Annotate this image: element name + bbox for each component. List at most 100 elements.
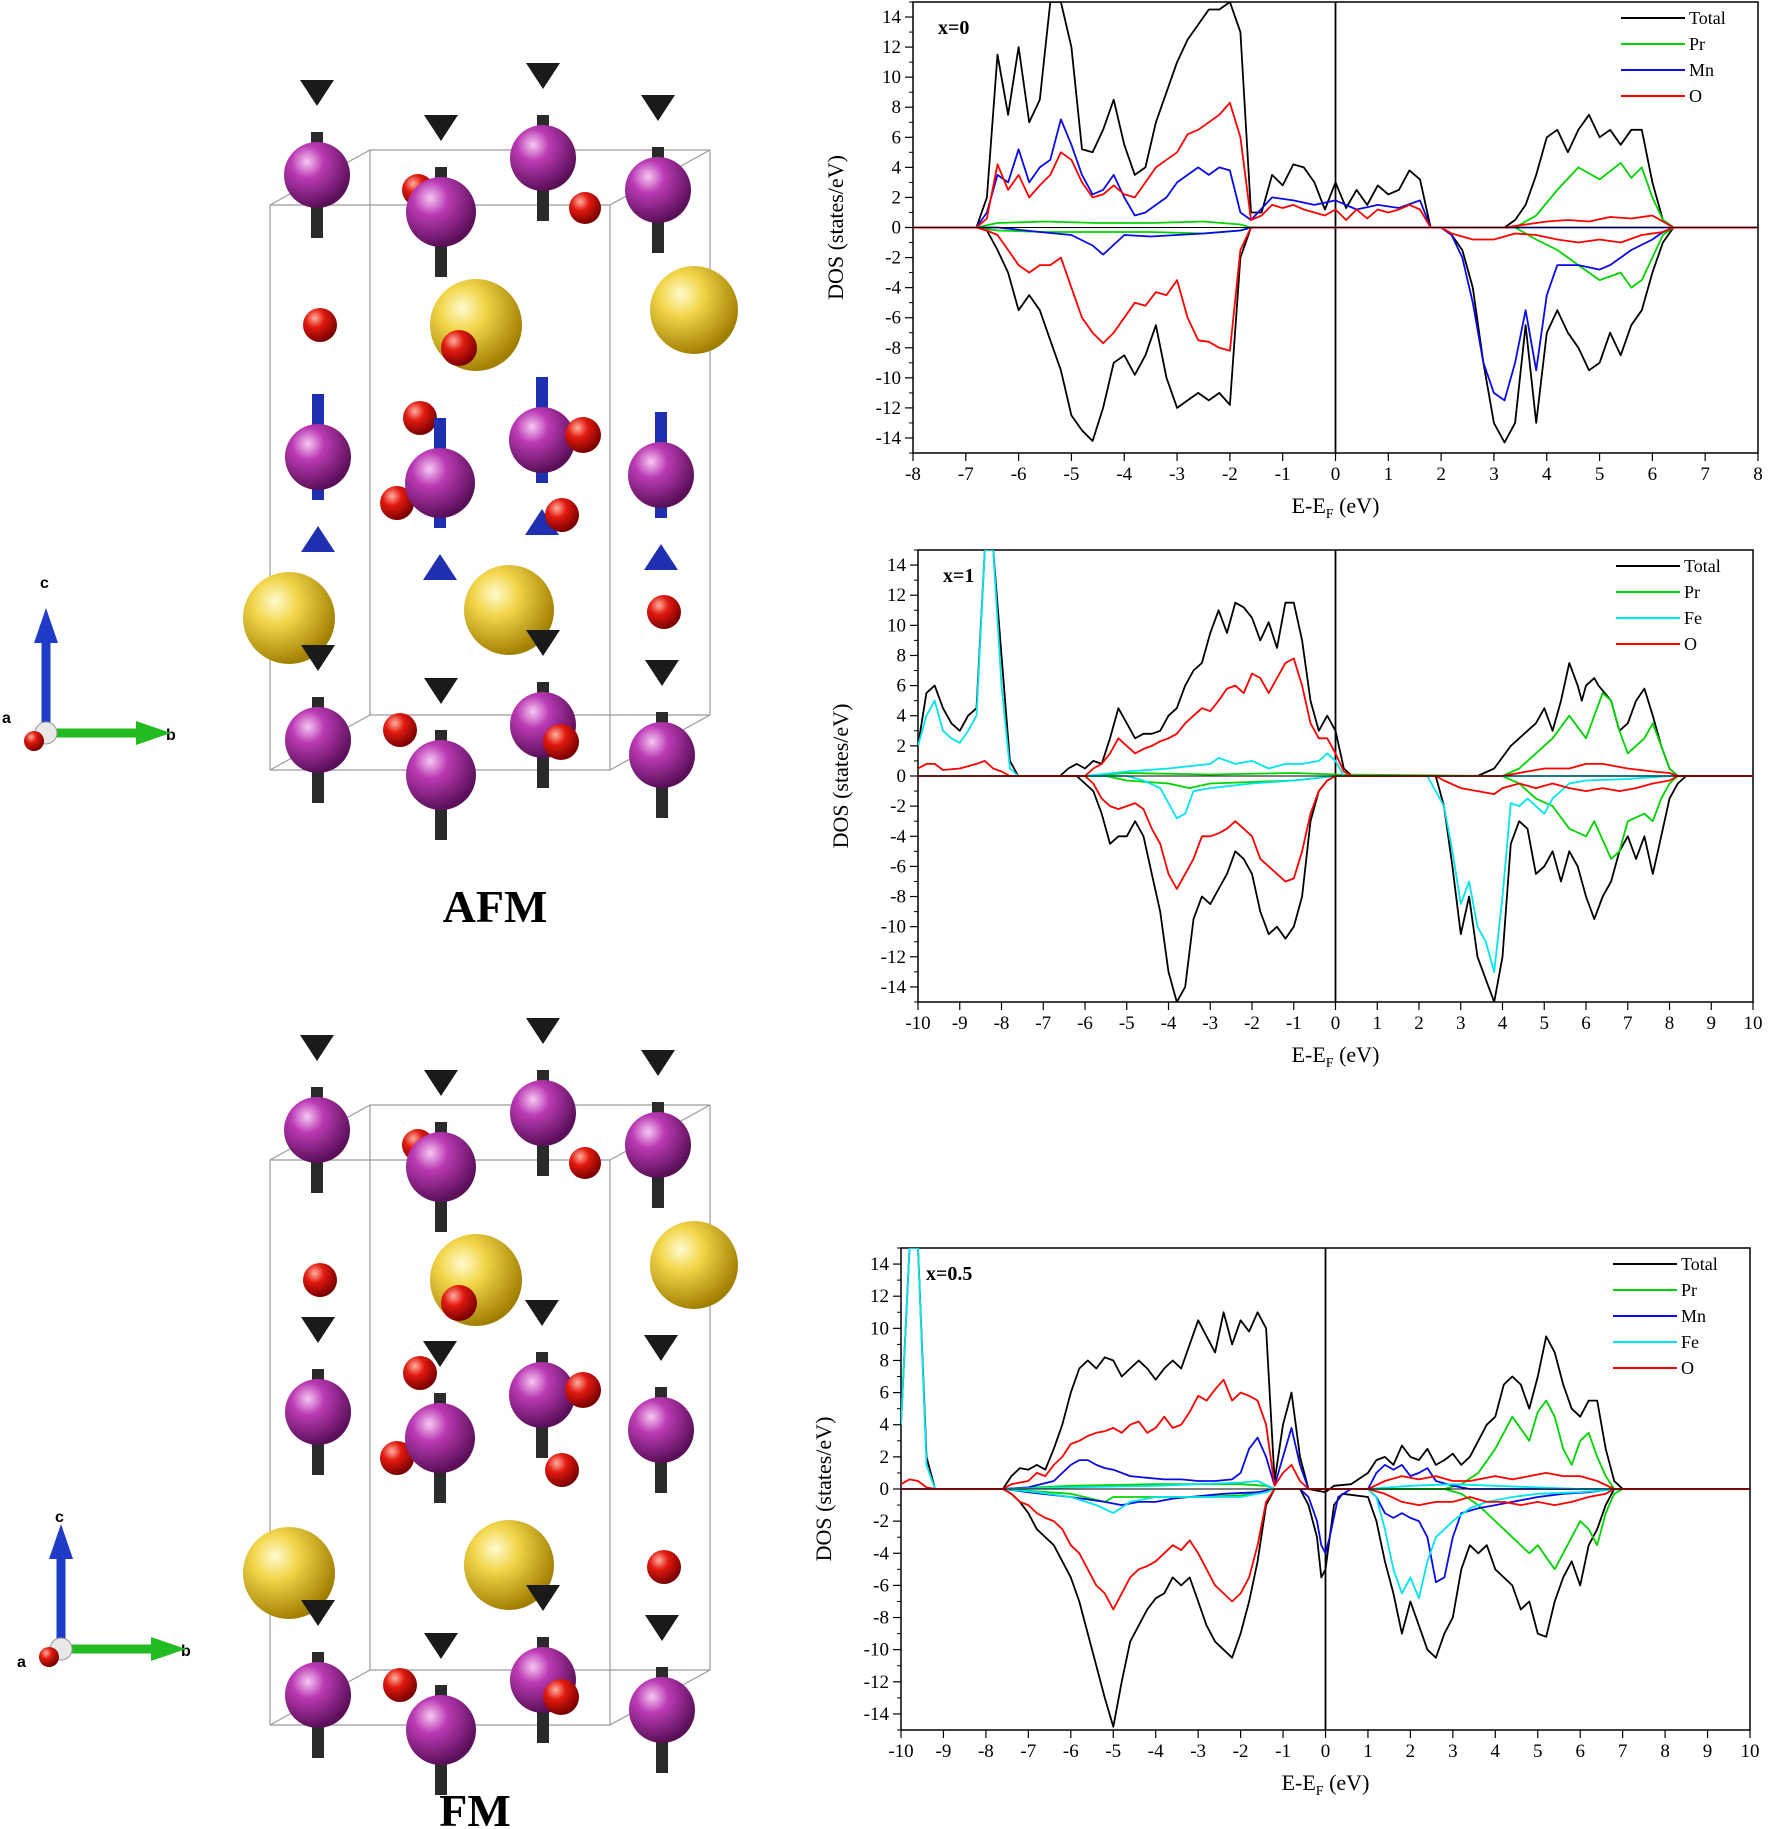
x-tick-label: 9 <box>1703 1741 1713 1762</box>
pr-atom <box>243 1527 335 1619</box>
series-fe-spin-down <box>918 775 1753 973</box>
y-tick-label: 12 <box>887 585 906 606</box>
mn-atom <box>406 1132 476 1202</box>
series-total-spin-up <box>901 1248 1750 1494</box>
x-tick-label: 0 <box>1331 1013 1341 1034</box>
series-pr-spin-down <box>918 775 1753 860</box>
x-tick-label: 1 <box>1373 1013 1383 1034</box>
legend-label: Total <box>1681 1254 1718 1274</box>
x-tick-label: 0 <box>1331 464 1341 485</box>
mn-atom <box>628 442 694 508</box>
x-tick-label: -6 <box>1011 464 1027 485</box>
spin-up-arrow-icon <box>645 660 679 686</box>
afm-crystal-structure <box>243 63 738 840</box>
y-tick-label: 2 <box>897 736 907 757</box>
y-tick-label: 2 <box>892 187 902 208</box>
y-axis-title: DOS (states/eV) <box>828 704 853 849</box>
o-atom <box>403 401 437 435</box>
y-tick-label: -6 <box>885 308 901 329</box>
legend-label: Mn <box>1689 60 1714 80</box>
panel-title: x=1 <box>943 565 974 587</box>
mn-atom <box>625 1112 691 1178</box>
y-tick-label: -8 <box>873 1608 889 1629</box>
o-atom <box>380 1441 414 1475</box>
x-tick-label: 2 <box>1406 1741 1416 1762</box>
legend-label: Total <box>1689 8 1726 28</box>
y-tick-label: 4 <box>897 706 907 727</box>
x-tick-label: -10 <box>905 1013 930 1034</box>
series-group <box>901 1248 1750 1728</box>
mn-atom <box>509 407 575 473</box>
y-tick-label: -12 <box>876 398 901 419</box>
x-tick-label: 7 <box>1623 1013 1633 1034</box>
x-tick-label: 9 <box>1707 1013 1717 1034</box>
spin-up-arrow-icon <box>526 1585 560 1611</box>
series-mn-spin-down <box>913 226 1758 402</box>
y-tick-label: -12 <box>864 1672 889 1693</box>
afm-label: AFM <box>443 881 548 932</box>
x-tick-label: -6 <box>1077 1013 1093 1034</box>
series-mn-spin-up <box>913 118 1758 229</box>
y-tick-label: -14 <box>881 977 907 998</box>
legend-label: Pr <box>1684 582 1700 602</box>
y-tick-label: 10 <box>882 67 901 88</box>
spin-up-arrow-icon <box>641 95 675 121</box>
series-o-spin-down <box>913 226 1758 352</box>
mn-atom <box>629 722 695 788</box>
series-o-spin-down <box>918 775 1753 890</box>
y-tick-label: 14 <box>887 555 907 576</box>
dos-chart-x05: -10 -9 -8 -7 -6 -5 -4 -3 -2 -1 0 1 2 3 4 5 6 7 8 9 10-14-12-… <box>811 1247 1760 1799</box>
mn-atom <box>284 142 350 208</box>
panel-title: x=0.5 <box>926 1263 972 1285</box>
mn-atom <box>285 707 351 773</box>
x-tick-label: 1 <box>1384 464 1394 485</box>
mn-atom <box>284 1097 350 1163</box>
y-tick-label: -14 <box>876 428 902 449</box>
o-atom <box>383 713 417 747</box>
series-group <box>913 2 1758 444</box>
spin-up-arrow-icon <box>424 678 458 704</box>
y-tick-label: 10 <box>887 615 906 636</box>
y-tick-label: -6 <box>890 856 906 877</box>
mn-atom <box>510 125 576 191</box>
y-tick-label: 8 <box>892 97 902 118</box>
series-total-spin-down <box>913 226 1758 444</box>
x-tick-label: -8 <box>978 1741 994 1762</box>
o-atom <box>380 486 414 520</box>
series-total-spin-down <box>901 1488 1750 1728</box>
x-tick-label: -1 <box>1286 1013 1302 1034</box>
x-tick-label: -1 <box>1275 464 1291 485</box>
spin-up-arrow-icon <box>526 630 560 656</box>
x-tick-label: -8 <box>994 1013 1010 1034</box>
spin-up-arrow-icon <box>301 1600 335 1626</box>
x-tick-label: -5 <box>1105 1741 1121 1762</box>
x-tick-label: -9 <box>952 1013 968 1034</box>
spin-up-arrow-icon <box>300 1035 334 1061</box>
y-tick-label: 8 <box>897 645 907 666</box>
legend-label: O <box>1684 634 1697 654</box>
legend-label: O <box>1689 86 1702 106</box>
legend: Total Pr Mn Fe O <box>1613 1254 1718 1378</box>
mn-atom <box>629 1677 695 1743</box>
spin-up-arrow-icon <box>424 1633 458 1659</box>
spin-up-arrow-icon <box>526 63 560 89</box>
series-pr-spin-down <box>901 1488 1750 1571</box>
o-atom <box>545 498 579 532</box>
legend-label: Fe <box>1681 1332 1699 1352</box>
legend-label: Pr <box>1681 1280 1697 1300</box>
y-tick-label: -8 <box>885 338 901 359</box>
y-tick-label: 0 <box>897 766 907 787</box>
spin-up-arrow-icon <box>526 1018 560 1044</box>
series-o-spin-up <box>913 101 1758 229</box>
x-tick-label: -4 <box>1148 1741 1164 1762</box>
mn-atom <box>285 1662 351 1728</box>
y-tick-label: 12 <box>882 37 901 58</box>
series-o-spin-up <box>901 1378 1750 1490</box>
mn-atom <box>510 1080 576 1146</box>
x-tick-label: 5 <box>1533 1741 1543 1762</box>
y-tick-label: -2 <box>873 1511 889 1532</box>
y-tick-label: -2 <box>885 248 901 269</box>
mn-atom <box>509 1362 575 1428</box>
mn-atom <box>625 157 691 223</box>
y-tick-label: -14 <box>864 1704 890 1725</box>
